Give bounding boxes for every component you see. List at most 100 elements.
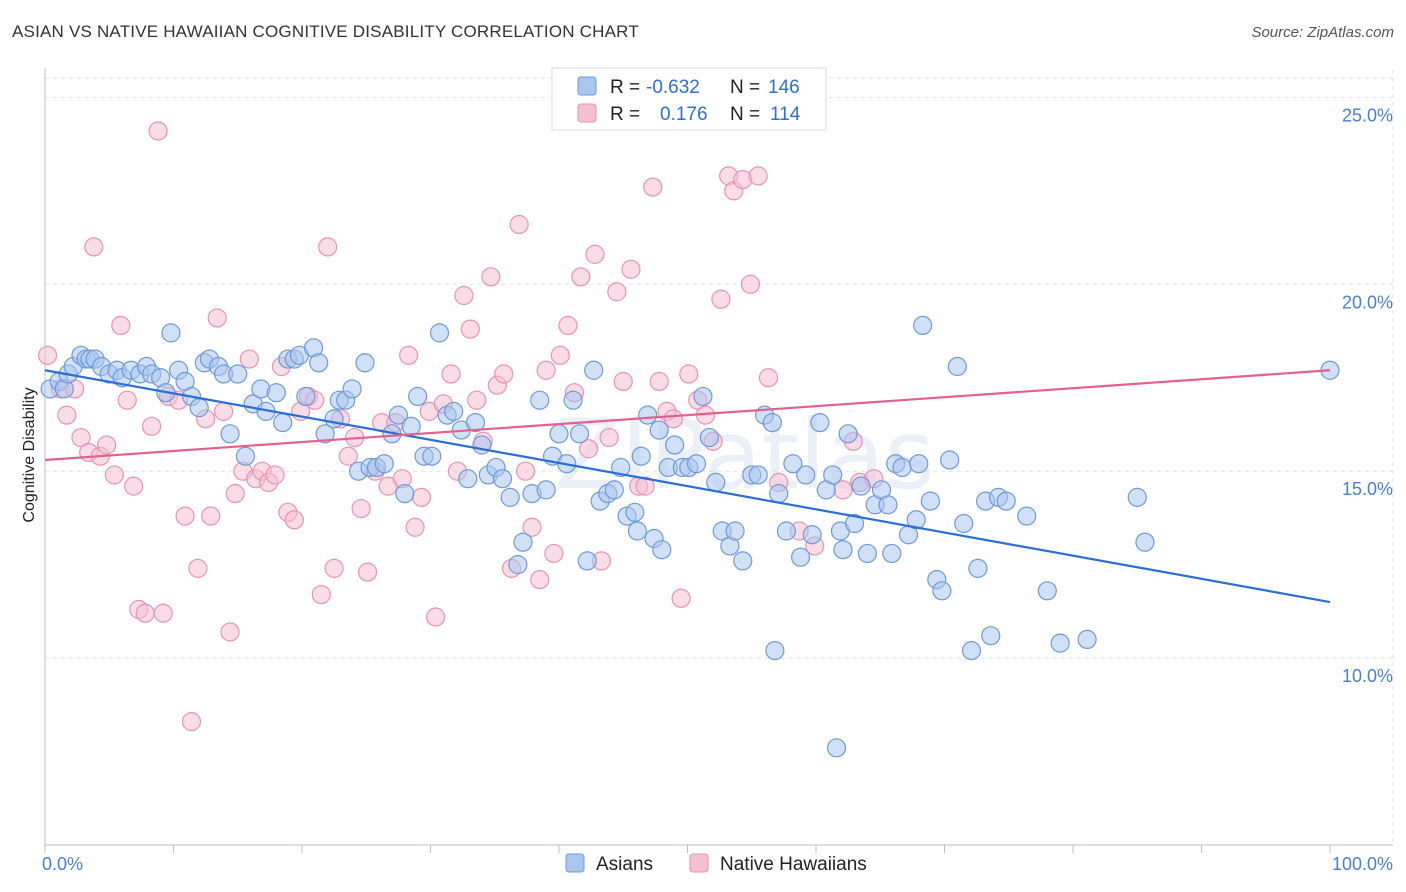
native-hawaiians-point xyxy=(201,506,221,526)
asians-point xyxy=(906,510,926,530)
asians-point xyxy=(1135,532,1155,552)
legend-n-label: N = xyxy=(730,77,760,98)
native-hawaiians-point xyxy=(671,588,691,608)
asians-point xyxy=(802,525,822,545)
asians-point xyxy=(508,555,528,575)
native-hawaiians-point xyxy=(214,401,234,421)
asians-point xyxy=(388,405,408,425)
asians-point xyxy=(408,386,428,407)
asians-point xyxy=(563,390,583,410)
native-hawaiians-point xyxy=(621,259,641,279)
asians-point xyxy=(235,446,256,466)
asians-point xyxy=(1127,487,1147,507)
native-hawaiians-point xyxy=(460,319,480,339)
asians-point xyxy=(733,551,753,571)
asians-point xyxy=(266,383,286,403)
bottom-legend-label-native-hawaiians: Native Hawaiians xyxy=(720,854,867,875)
native-hawaiians-point xyxy=(599,427,619,448)
asians-point xyxy=(569,424,590,444)
legend-n-value: 114 xyxy=(770,104,801,125)
native-hawaiians-point xyxy=(522,517,542,537)
asians-point xyxy=(401,416,421,436)
bottom-legend-swatch-native-hawaiians xyxy=(689,853,709,873)
asians-point xyxy=(693,386,713,407)
asians-point xyxy=(776,521,797,541)
asians-point xyxy=(1050,633,1070,653)
native-hawaiians-point xyxy=(635,476,655,496)
native-hawaiians-point xyxy=(530,569,550,590)
legend-box xyxy=(551,67,827,131)
asians-point xyxy=(309,353,329,373)
native-hawaiians-point xyxy=(748,166,768,186)
native-hawaiians-point xyxy=(220,622,240,642)
legend-swatch-asians xyxy=(577,76,597,96)
asians-point xyxy=(961,641,982,661)
native-hawaiians-point xyxy=(324,558,344,578)
native-hawaiians-point xyxy=(239,349,259,369)
native-hawaiians-point xyxy=(711,289,731,309)
asians-point xyxy=(909,454,929,474)
asians-point xyxy=(748,465,768,485)
chart-title: ASIAN VS NATIVE HAWAIIAN COGNITIVE DISAB… xyxy=(12,22,639,41)
native-hawaiians-point xyxy=(318,237,338,257)
asians-point xyxy=(395,484,415,504)
y-axis-title: Cognitive Disability xyxy=(21,387,38,522)
native-hawaiians-point xyxy=(338,446,358,466)
native-hawaiians-point xyxy=(124,476,144,496)
native-hawaiians-point xyxy=(509,214,529,235)
legend-swatch-native-hawaiians xyxy=(577,103,597,123)
asians-point xyxy=(652,540,672,560)
bottom-legend-swatch-asians xyxy=(565,853,585,873)
asians-point xyxy=(549,424,569,444)
asians-point xyxy=(631,446,651,466)
legend-r-label: R = xyxy=(610,77,640,98)
native-hawaiians-point xyxy=(613,371,633,392)
bottom-legend-label-asians: Asians xyxy=(596,854,653,875)
native-hawaiians-point xyxy=(135,603,155,623)
native-hawaiians-point xyxy=(467,390,487,410)
y-tick-label: 15.0% xyxy=(1342,479,1393,499)
native-hawaiians-point xyxy=(188,558,208,578)
asians-point xyxy=(638,405,658,425)
native-hawaiians-point xyxy=(357,562,378,582)
asians-point xyxy=(220,424,240,444)
asians-point xyxy=(1037,581,1057,601)
asians-point xyxy=(940,450,960,470)
asians-point xyxy=(947,356,967,377)
asians-point xyxy=(823,465,843,485)
native-hawaiians-point xyxy=(405,517,425,537)
native-hawaiians-point xyxy=(494,364,514,384)
x-tick-label-min: 0.0% xyxy=(42,854,83,874)
asians-point xyxy=(810,412,830,433)
asians-point xyxy=(851,476,871,496)
native-hawaiians-point xyxy=(607,282,627,302)
asians-point xyxy=(649,420,669,440)
native-hawaiians-point xyxy=(585,244,605,264)
asians-point xyxy=(762,412,782,433)
native-hawaiians-point xyxy=(148,121,168,141)
native-hawaiians-point xyxy=(311,584,331,605)
x-tick-label-max: 100.0% xyxy=(1332,854,1393,874)
asians-point xyxy=(665,435,685,455)
asians-point xyxy=(342,379,362,399)
legend-r-label: R = xyxy=(610,104,640,125)
native-hawaiians-point xyxy=(284,510,304,530)
axis-layer xyxy=(44,68,1393,853)
legend-n-label: N = xyxy=(730,104,760,125)
asians-point xyxy=(769,484,789,504)
native-hawaiians-point xyxy=(536,360,556,380)
asians-point xyxy=(625,502,645,522)
asians-point xyxy=(686,454,707,474)
native-hawaiians-point xyxy=(550,345,570,365)
native-hawaiians-point xyxy=(399,345,419,365)
asians-point xyxy=(530,390,550,410)
native-hawaiians-point xyxy=(411,487,432,507)
asians-point xyxy=(472,435,492,455)
native-hawaiians-point xyxy=(111,315,131,336)
asians-point xyxy=(584,360,604,380)
asians-point xyxy=(857,543,878,564)
native-hawaiians-point xyxy=(142,416,162,436)
asians-point xyxy=(954,513,974,534)
asians-point xyxy=(296,386,316,407)
asians-point xyxy=(833,540,853,560)
